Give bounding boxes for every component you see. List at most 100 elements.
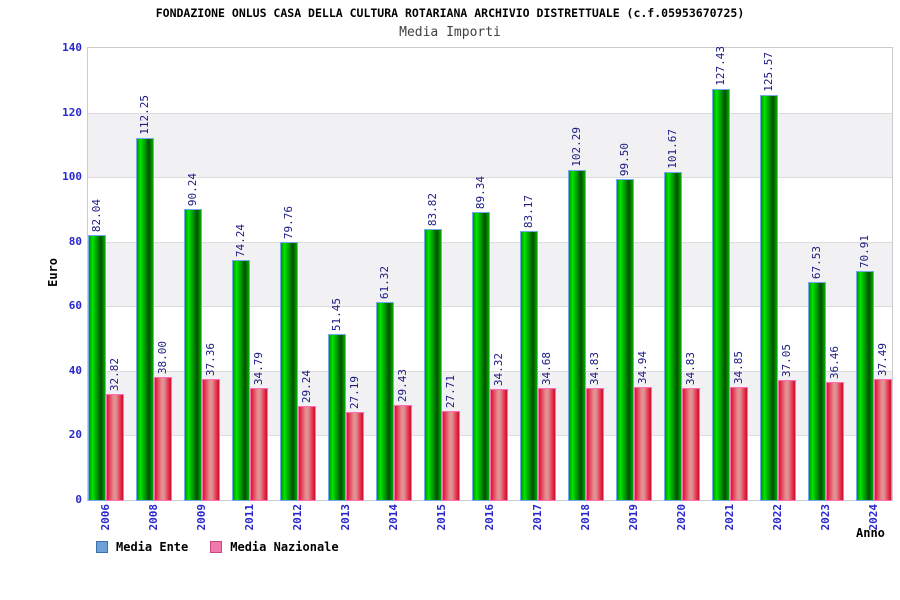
bar-media-ente: [856, 271, 874, 501]
bar-media-ente: [328, 334, 346, 501]
bar-media-nazionale: [538, 388, 556, 501]
bar-media-nazionale: [442, 411, 460, 501]
y-tick-label: 100: [62, 170, 82, 184]
bar-value-label: 112.25: [138, 95, 151, 135]
bar-value-label: 36.46: [828, 345, 841, 379]
x-axis-year-label: 2014: [387, 504, 400, 531]
bar-value-label: 101.67: [666, 129, 679, 169]
bar-value-label: 34.83: [684, 351, 697, 385]
bar-media-ente: [280, 242, 298, 501]
legend-label: Media Ente: [116, 540, 189, 554]
bar-media-ente: [424, 229, 442, 501]
y-tick-label: 60: [68, 299, 82, 313]
bar-media-nazionale: [298, 406, 316, 501]
bar-value-label: 90.24: [186, 172, 199, 206]
bar-media-ente: [616, 179, 634, 501]
bar-value-label: 102.29: [570, 127, 583, 167]
bar-value-label: 74.24: [234, 223, 247, 257]
legend-item: Media Ente: [96, 540, 188, 554]
gridline: [88, 241, 892, 243]
bar-value-label: 82.04: [90, 198, 103, 232]
x-axis-year-label: 2016: [483, 504, 496, 531]
y-tick-label: 0: [75, 493, 82, 506]
bar-media-nazionale: [586, 388, 604, 501]
x-axis-year-label: 2020: [675, 504, 688, 531]
bar-value-label: 27.71: [444, 374, 457, 408]
plot-shaded-band: [88, 112, 892, 178]
bar-media-ente: [136, 138, 154, 501]
bar-value-label: 29.43: [396, 368, 409, 402]
bar-value-label: 34.79: [252, 351, 265, 385]
bar-media-nazionale: [634, 387, 652, 501]
bar-value-label: 32.82: [108, 357, 121, 391]
x-axis-year-label: 2012: [291, 504, 304, 531]
bar-value-label: 34.83: [588, 351, 601, 385]
y-tick-label: 140: [62, 41, 82, 54]
bar-value-label: 89.34: [474, 175, 487, 209]
bar-value-label: 37.49: [876, 342, 889, 376]
bar-media-nazionale: [202, 379, 220, 501]
x-axis-year-label: 2011: [243, 504, 256, 531]
bar-media-nazionale: [826, 382, 844, 501]
legend-item: Media Nazionale: [210, 540, 339, 554]
legend-label: Media Nazionale: [230, 540, 339, 554]
bar-media-nazionale: [730, 387, 748, 501]
legend: Media Ente Media Nazionale: [96, 540, 361, 554]
bar-media-nazionale: [106, 394, 124, 501]
x-axis-year-label: 2008: [147, 504, 160, 531]
y-tick-label: 120: [62, 105, 82, 119]
bar-media-ente: [376, 302, 394, 501]
bar-media-ente: [520, 231, 538, 501]
x-axis-year-label: 2019: [627, 504, 640, 531]
x-axis-year-label: 2013: [339, 504, 352, 531]
chart-subtitle: Media Importi: [399, 25, 501, 40]
y-axis-title: Euro: [46, 258, 60, 287]
bar-media-ente: [184, 209, 202, 501]
bar-media-nazionale: [250, 388, 268, 501]
x-axis-title: Anno: [856, 526, 885, 540]
y-tick-label: 20: [68, 428, 82, 442]
bar-value-label: 51.45: [330, 297, 343, 331]
bar-value-label: 61.32: [378, 265, 391, 299]
bar-media-ente: [712, 89, 730, 501]
gridline: [88, 370, 892, 372]
x-axis-year-label: 2023: [819, 504, 832, 531]
bar-value-label: 34.32: [492, 352, 505, 386]
bar-media-ente: [808, 282, 826, 501]
legend-swatch: [210, 541, 223, 553]
bar-value-label: 29.24: [300, 369, 313, 403]
bar-value-label: 79.76: [282, 205, 295, 239]
gridline: [88, 306, 892, 308]
bar-media-ente: [664, 172, 682, 501]
x-axis-year-label: 2017: [531, 504, 544, 531]
x-axis-year-label: 2022: [771, 504, 784, 531]
bar-media-nazionale: [394, 405, 412, 501]
x-axis-year-label: 2015: [435, 504, 448, 531]
x-axis-year-label: 2006: [99, 504, 112, 531]
bar-media-ente: [232, 260, 250, 501]
x-axis-year-label: 2018: [579, 504, 592, 531]
bar-value-label: 37.36: [204, 342, 217, 376]
bar-media-ente: [568, 170, 586, 501]
bar-media-nazionale: [778, 380, 796, 501]
bar-value-label: 27.19: [348, 375, 361, 409]
plot-shaded-band: [88, 241, 892, 307]
bar-media-nazionale: [154, 377, 172, 501]
bar-value-label: 83.17: [522, 194, 535, 228]
y-tick-label: 40: [68, 363, 82, 377]
bar-value-label: 34.94: [636, 350, 649, 384]
bar-media-ente: [88, 235, 106, 501]
gridline: [88, 177, 892, 179]
bar-value-label: 67.53: [810, 245, 823, 279]
legend-swatch: [96, 541, 108, 553]
x-axis-year-label: 2021: [723, 504, 736, 531]
bar-media-ente: [472, 212, 490, 501]
gridline: [88, 112, 892, 114]
bar-value-label: 127.43: [714, 46, 727, 86]
bar-value-label: 34.85: [732, 350, 745, 384]
bar-value-label: 70.91: [858, 234, 871, 268]
bar-value-label: 83.82: [426, 192, 439, 226]
bar-media-nazionale: [346, 412, 364, 501]
bar-media-ente: [760, 95, 778, 501]
